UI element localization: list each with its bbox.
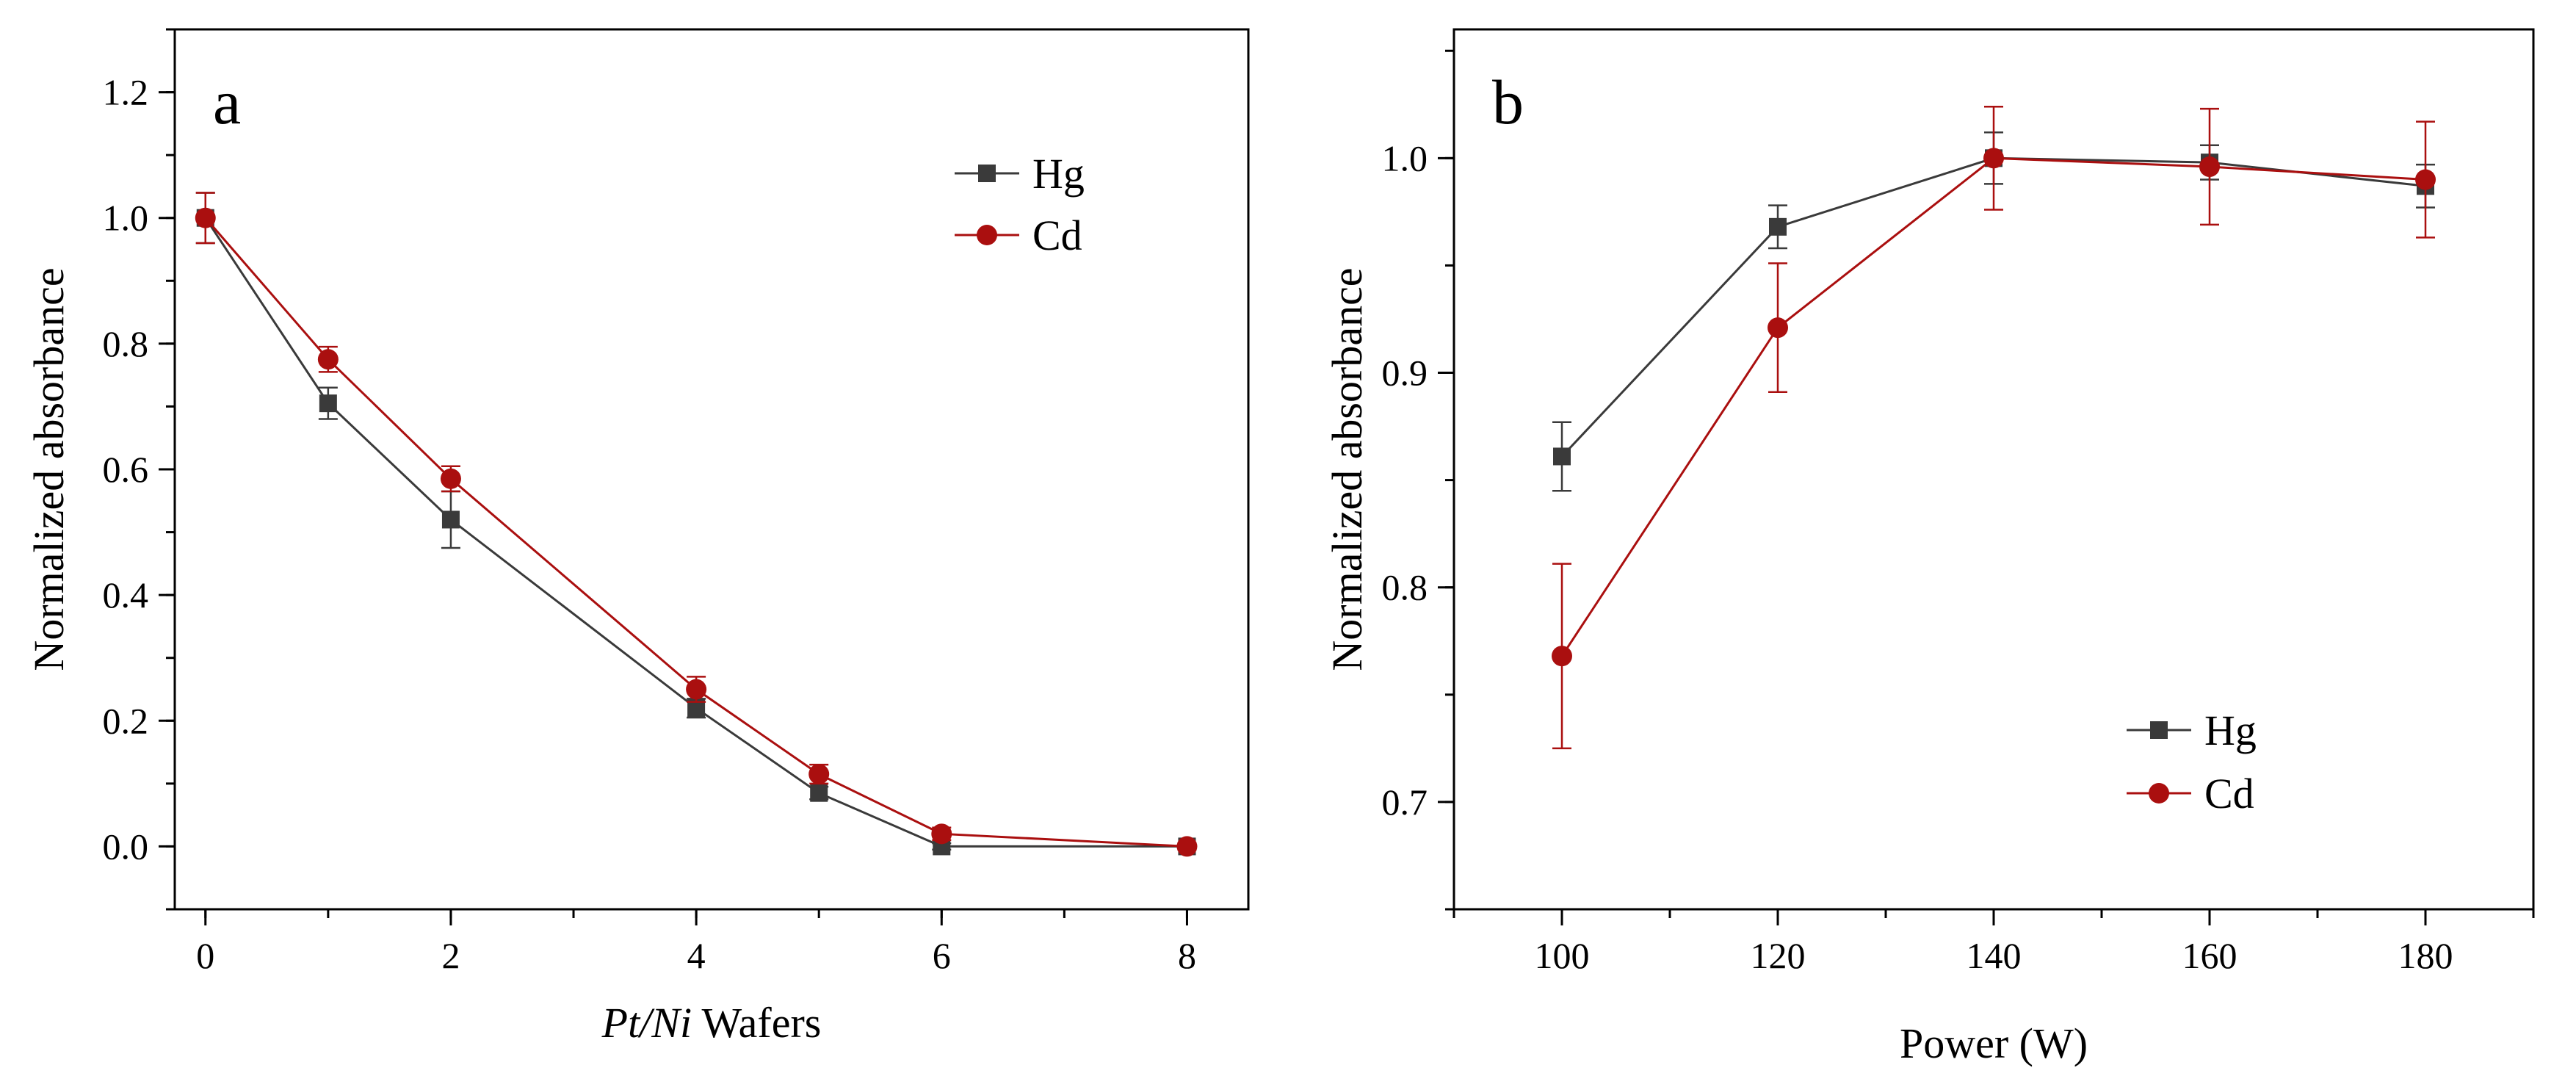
legend-label: Hg [2204,707,2257,754]
x-tick-label: 100 [1535,935,1590,976]
data-point-marker [2415,169,2436,190]
data-point-marker [931,823,952,845]
y-tick-label: 0.7 [1382,781,1428,823]
x-tick-label: 180 [2398,935,2453,976]
data-point-marker [319,394,337,413]
y-tick-label: 1.2 [103,72,149,113]
y-tick-label: 0.0 [103,826,149,867]
legend-marker [977,225,997,245]
x-axis-title: Power (W) [1900,1019,2088,1067]
x-tick-label: 4 [687,935,706,976]
data-point-marker [1769,217,1787,236]
data-point-marker [1176,836,1198,857]
series-line [1560,156,2426,657]
x-tick-label: 140 [1967,935,2022,976]
data-point-marker [195,207,216,228]
x-axis-title: Pt/Ni Wafers [601,999,822,1047]
x-axis-title-italic: Pt/Ni [601,999,692,1047]
x-tick-label: 6 [933,935,951,976]
legend-entry-hg: Hg [955,150,1085,198]
x-axis-title-rest: Wafers [692,999,821,1047]
chart-panel-b: 100 120 140 160 180 0.7 0.8 0.9 1.0 b Power (W) Nor… [1323,28,2535,1067]
data-point-marker [808,764,830,785]
y-tick-label: 0.9 [1382,353,1428,394]
data-point-marker [1553,447,1571,466]
data-point-marker [2199,156,2220,178]
x-tick-label: 8 [1178,935,1196,976]
y-tick-label: 0.4 [103,574,149,615]
chart-panel-a: 0 2 4 6 8 0.0 0.2 0.4 0.6 0.8 1.0 1.2 a Pt/Ni Wafers N… [25,28,1250,1047]
x-tick-label: 2 [441,935,460,976]
legend-marker [2150,721,2168,739]
data-point-marker [440,468,461,489]
series-line [204,217,1187,848]
plot-frame [173,28,1250,911]
series-cd [195,192,1198,857]
y-tick-label: 0.6 [103,449,149,490]
y-tick-label: 1.0 [103,198,149,239]
legend-marker [2149,783,2169,804]
series-line [204,217,1187,848]
legend-entry-cd: Cd [955,212,1082,259]
legend-entry-cd: Cd [2127,770,2254,817]
data-point-marker [810,784,828,802]
y-tick-label: 1.0 [1382,137,1428,178]
x-tick-label: 160 [2182,935,2237,976]
legend-marker [978,165,996,182]
x-tick-label: 120 [1751,935,1806,976]
panel-letter: a [213,67,241,137]
data-point-marker [317,349,339,370]
series-hg [195,192,1197,856]
y-tick-label: 0.8 [103,323,149,364]
y-axis-title: Normalized absorbance [1323,267,1371,671]
legend-label: Cd [2204,770,2254,817]
data-point-marker [686,679,707,700]
series-cd [1552,105,2436,750]
data-point-marker [1552,646,1572,667]
y-tick-label: 0.2 [103,700,149,741]
data-point-marker [1983,148,2004,169]
legend-label: Cd [1032,212,1082,259]
data-point-marker [441,510,460,529]
x-tick-label: 0 [196,935,214,976]
y-axis-title: Normalized absorbance [25,267,73,671]
legend-entry-hg: Hg [2127,707,2257,754]
y-tick-label: 0.8 [1382,567,1428,608]
panel-letter: b [1492,67,1524,137]
legend-label: Hg [1032,150,1085,198]
data-point-marker [1768,317,1788,339]
